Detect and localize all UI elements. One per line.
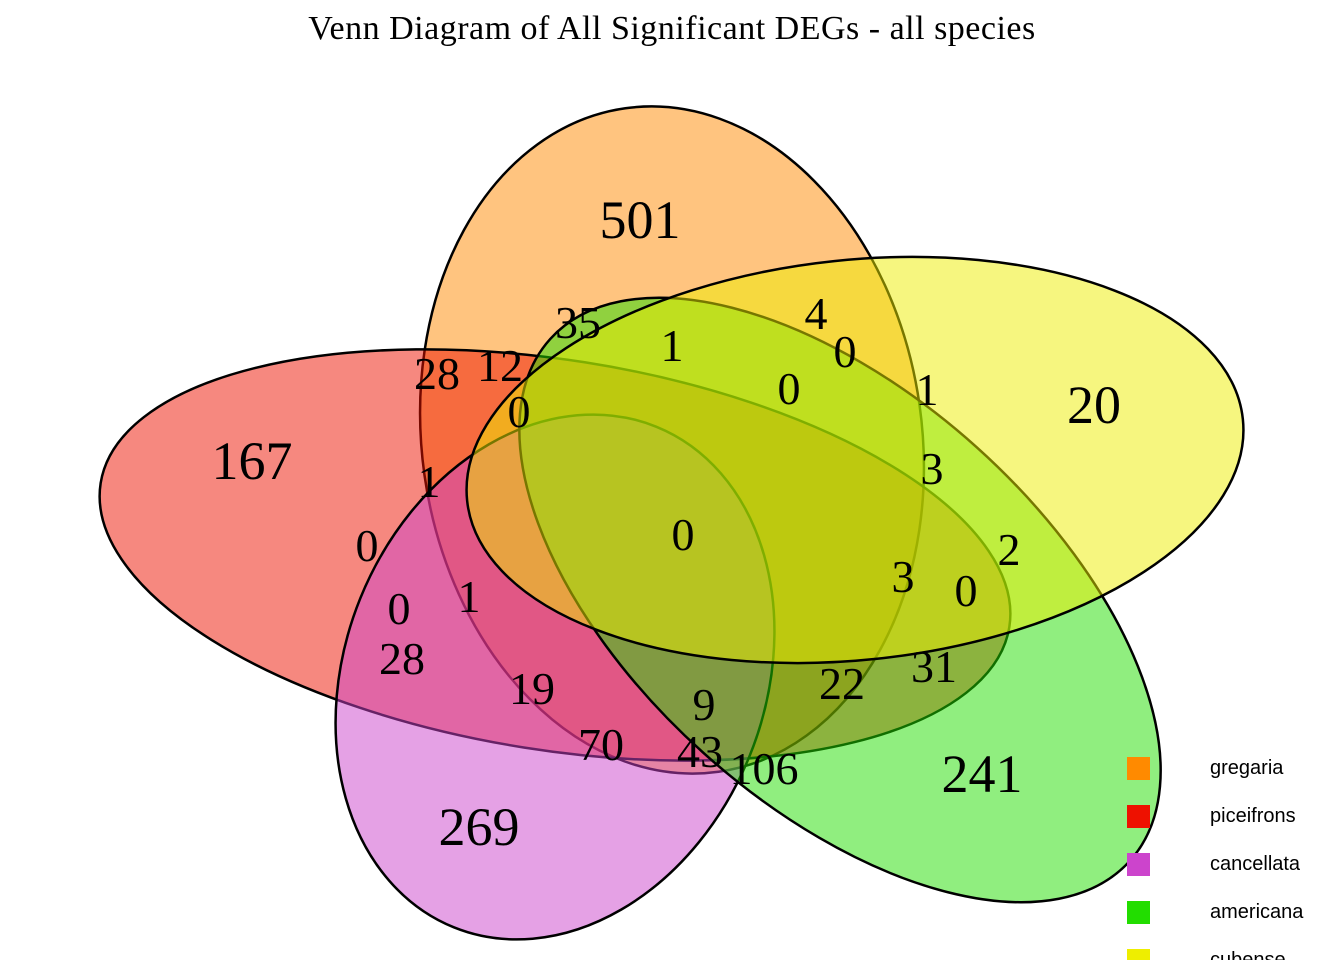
venn-region-count: 9 [692,679,716,730]
venn-region-count: 0 [777,363,801,414]
legend-swatch-piceifrons [1127,805,1150,828]
venn-region-count: 241 [941,744,1023,804]
legend-label-cancellata: cancellata [1210,853,1301,875]
venn-region-count: 35 [555,297,601,348]
venn-region-count: 2 [997,524,1021,575]
venn-region-count: 12 [477,340,523,391]
venn-region-count: 28 [414,348,460,399]
legend-swatch-americana [1127,901,1150,924]
venn-region-count: 3 [891,551,915,602]
legend-swatch-cancellata [1127,853,1150,876]
venn-region-count: 1 [660,320,684,371]
venn-region-count: 4 [804,288,828,339]
venn-region-count: 167 [211,431,293,491]
venn-region-count: 0 [954,565,978,616]
venn-region-count: 3 [920,443,944,494]
legend-swatch-gregaria [1127,757,1150,780]
venn-region-count: 31 [911,641,957,692]
legend-label-americana: americana [1210,901,1304,923]
venn-region-count: 269 [438,797,520,857]
venn-region-count: 70 [578,719,624,770]
venn-region-count: 1 [457,571,481,622]
chart-title: Venn Diagram of All Significant DEGs - a… [308,10,1036,47]
legend-item-cancellata: cancellata [1127,853,1300,876]
venn-region-count: 0 [387,583,411,634]
venn-region-count: 20 [1067,375,1121,435]
venn-region-count: 106 [729,743,799,794]
venn-region-count: 0 [833,326,857,377]
venn-region-count: 0 [507,386,531,437]
venn-region-count: 1 [915,364,939,415]
legend-item-cubense: cubense [1127,949,1286,960]
legend-item-piceifrons: piceifrons [1127,805,1296,828]
legend-item-americana: americana [1127,901,1303,924]
venn-region-count: 28 [379,633,425,684]
legend-label-piceifrons: piceifrons [1210,805,1296,827]
venn-region-count: 43 [677,726,723,777]
venn-region-count: 0 [671,509,695,560]
venn-region-count: 19 [509,663,555,714]
legend-label-cubense: cubense [1210,949,1286,960]
venn-region-count: 501 [599,190,681,250]
legend-label-gregaria: gregaria [1210,757,1284,779]
venn-region-count: 22 [819,658,865,709]
venn-region-count: 1 [417,456,441,507]
venn-region-count: 0 [355,520,379,571]
ellipse-cubense [465,255,1245,665]
legend-item-gregaria: gregaria [1127,757,1283,780]
legend-swatch-cubense [1127,949,1150,960]
